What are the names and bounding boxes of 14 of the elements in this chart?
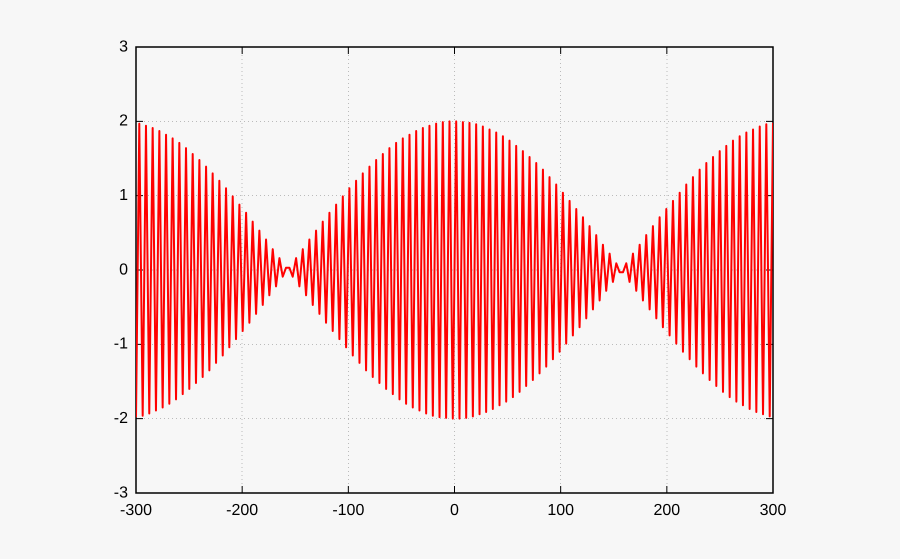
y-tick-label: -1 xyxy=(114,336,128,353)
y-tick-label: -3 xyxy=(114,484,128,502)
y-tick-label: 3 xyxy=(119,38,128,56)
x-tick-label: -200 xyxy=(226,502,258,520)
x-tick-label: -300 xyxy=(120,502,152,520)
y-tick-label: 0 xyxy=(119,261,128,278)
x-tick-label: -100 xyxy=(332,502,364,520)
y-tick-label: -2 xyxy=(114,410,128,428)
y-tick-label: 2 xyxy=(119,112,128,130)
x-tick-label: 200 xyxy=(653,502,680,520)
x-tick-label: 0 xyxy=(450,502,460,520)
y-tick-label: 1 xyxy=(119,187,128,204)
x-tick-label: 300 xyxy=(760,502,786,520)
x-tick-label: 100 xyxy=(547,502,574,520)
